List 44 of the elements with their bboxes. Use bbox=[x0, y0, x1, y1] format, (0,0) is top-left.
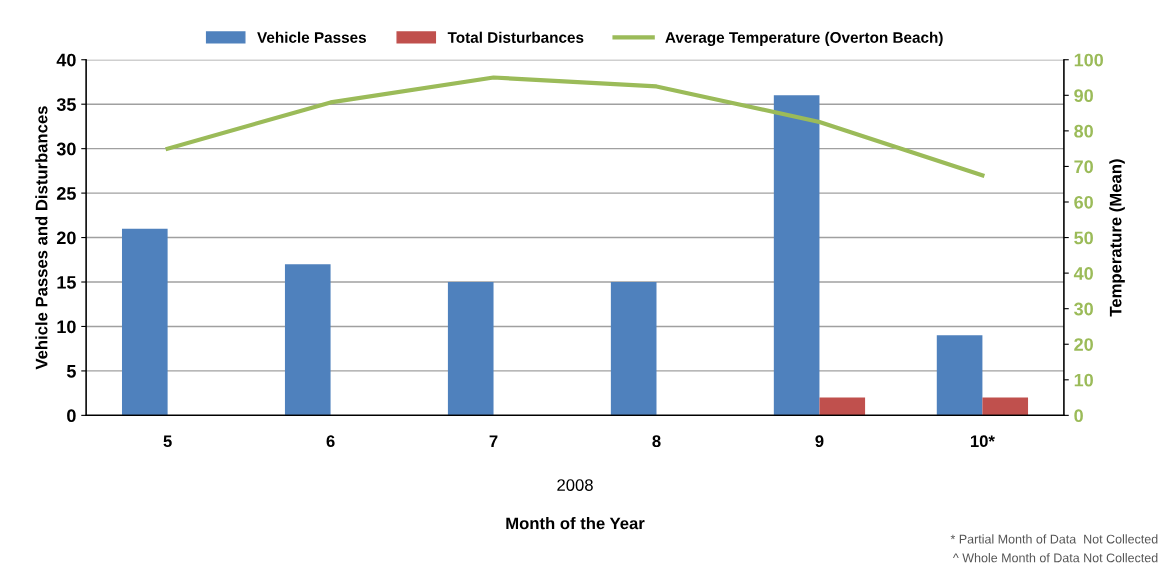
y-tick-label: 25 bbox=[56, 187, 76, 200]
y2-tick-label: 40 bbox=[1073, 267, 1093, 280]
x-tick-label: 5 bbox=[163, 435, 172, 448]
y2-tick-label: 50 bbox=[1074, 231, 1093, 245]
text: * Partial Month of Data Not Collected bbox=[950, 534, 1158, 544]
y-axis-title: Vehicle Passes and Disturbances bbox=[35, 106, 48, 370]
legend-label: Total Disturbances bbox=[447, 31, 584, 43]
bar bbox=[121, 228, 168, 416]
y2-tick-label: 60 bbox=[1074, 195, 1093, 209]
y2-tick-label: 30 bbox=[1074, 302, 1093, 316]
y-tick-label: 10 bbox=[57, 320, 76, 334]
legend-label: Average Temperature (Overton Beach) bbox=[665, 31, 943, 46]
x-tick-label: 6 bbox=[326, 435, 335, 448]
y-tick-label: 0 bbox=[67, 409, 76, 423]
x-tick-label: 10* bbox=[970, 435, 995, 448]
bar bbox=[819, 397, 866, 416]
bar bbox=[936, 335, 983, 416]
bar bbox=[447, 282, 494, 416]
y2-tick-label: 100 bbox=[1074, 53, 1103, 67]
text: 2008 bbox=[557, 479, 593, 491]
y2-tick-label: 90 bbox=[1074, 89, 1093, 103]
legend-label: Vehicle Passes bbox=[257, 31, 366, 43]
bar bbox=[773, 95, 820, 416]
bar bbox=[284, 264, 331, 416]
x-tick-label: 8 bbox=[652, 435, 661, 448]
line-series bbox=[165, 75, 985, 178]
y-tick-label: 15 bbox=[57, 276, 76, 289]
x-tick-label: 7 bbox=[489, 435, 498, 447]
bar bbox=[610, 282, 657, 416]
y2-tick-label: 80 bbox=[1074, 124, 1093, 138]
text: ^ Whole Month of Data Not Collected bbox=[952, 553, 1158, 563]
x-tick-label: 9 bbox=[815, 435, 824, 448]
y-tick-label: 5 bbox=[66, 365, 76, 378]
y2-tick-label: 20 bbox=[1074, 338, 1093, 351]
y-tick-label: 40 bbox=[56, 53, 76, 67]
y2-tick-label: 0 bbox=[1074, 409, 1083, 423]
bar bbox=[982, 397, 1029, 416]
y-tick-label: 30 bbox=[56, 142, 76, 156]
y-tick-label: 20 bbox=[56, 231, 76, 245]
y2-tick-label: 10 bbox=[1074, 373, 1093, 387]
y2-axis-title: Temperature (Mean) bbox=[1109, 159, 1125, 317]
x-axis-title: Month of the Year bbox=[506, 517, 645, 530]
y2-tick-label: 70 bbox=[1074, 160, 1093, 174]
y-tick-label: 35 bbox=[56, 98, 76, 111]
